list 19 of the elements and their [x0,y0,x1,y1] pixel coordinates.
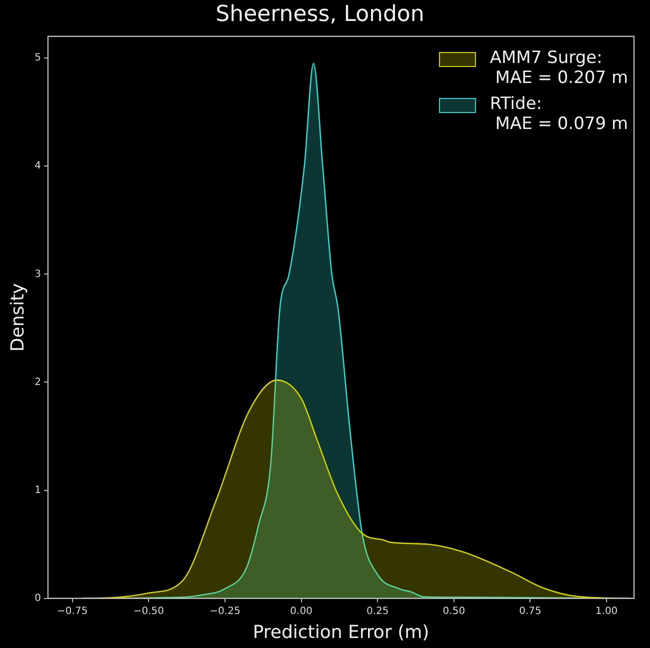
y-tick-label: 1 [34,484,41,496]
x-tick-label: 0.75 [519,606,542,617]
x-tick-label: −0.75 [57,606,88,617]
x-tick-label: 1.00 [595,606,618,617]
legend-label: AMM7 Surge: MAE = 0.207 m [490,48,628,88]
y-tick-label: 3 [34,268,41,280]
y-axis-title: Density [7,282,28,352]
x-axis-title: Prediction Error (m) [252,622,430,643]
y-tick-label: 2 [34,376,41,388]
x-tick-label: 0.25 [366,606,389,617]
y-tick-label: 4 [34,160,41,172]
x-tick-label: 0.00 [290,606,312,617]
x-tick-label: 0.50 [442,606,466,617]
y-tick-label: 5 [34,52,41,64]
chart-title: Sheerness, London [216,2,424,27]
legend-label: RTide: MAE = 0.079 m [490,94,628,134]
x-tick-label: −0.50 [133,606,164,617]
y-tick-label: 0 [34,592,41,604]
x-tick-label: −0.25 [210,606,240,617]
